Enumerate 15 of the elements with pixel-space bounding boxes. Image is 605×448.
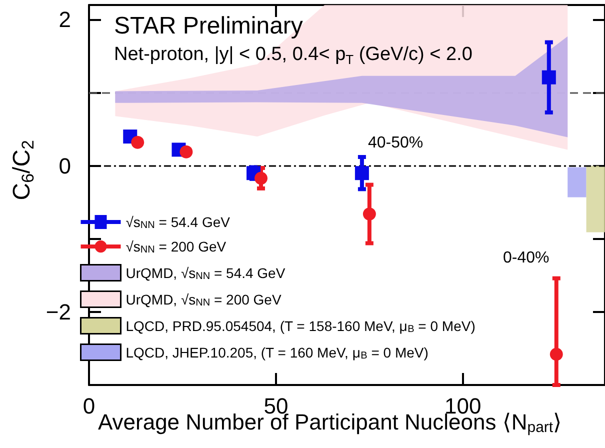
annotation: 40-50% bbox=[368, 134, 424, 152]
point bbox=[131, 136, 144, 149]
y-axis-title: C6/C2 bbox=[8, 140, 38, 200]
annotation: 0-40% bbox=[503, 250, 550, 266]
point bbox=[550, 348, 563, 361]
annotation: STAR Preliminary bbox=[114, 12, 303, 40]
point bbox=[542, 70, 556, 84]
point bbox=[354, 166, 369, 180]
y-tick-label: 2 bbox=[58, 7, 71, 32]
y-tick-label: −2 bbox=[46, 299, 71, 324]
x-tick-label: 0 bbox=[82, 394, 96, 418]
point bbox=[254, 172, 268, 185]
point bbox=[180, 145, 193, 158]
y-tick-label: 0 bbox=[58, 153, 71, 178]
point bbox=[362, 208, 376, 220]
